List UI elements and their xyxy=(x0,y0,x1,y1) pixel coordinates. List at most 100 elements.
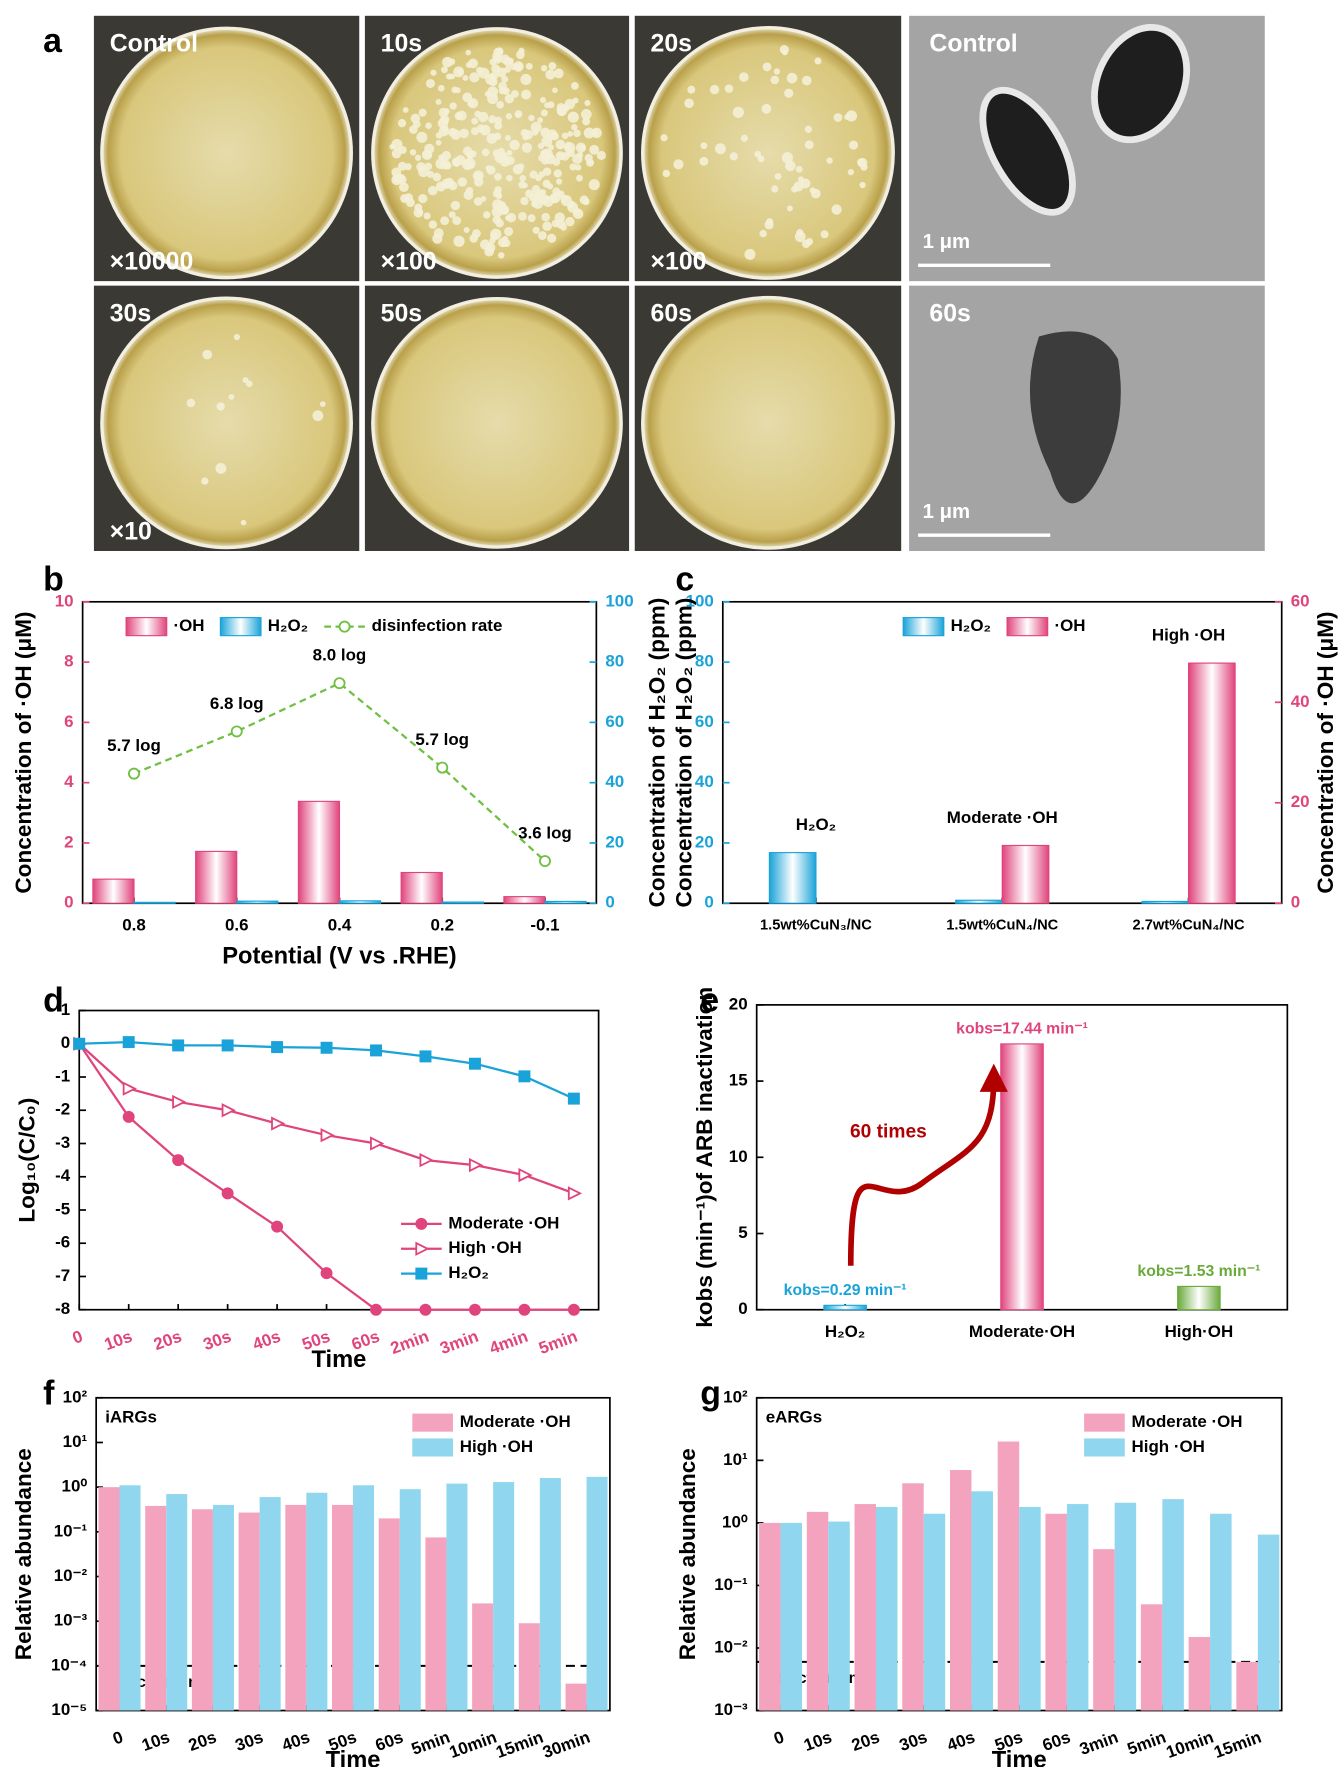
colony xyxy=(409,125,418,134)
x-tick-label: 40s xyxy=(250,1327,283,1355)
legend-swatch xyxy=(219,617,262,637)
panel-label: b xyxy=(43,560,64,598)
x-axis-label: Time xyxy=(326,1748,381,1767)
point xyxy=(221,1187,234,1200)
colony xyxy=(468,58,479,69)
y-tick-label: 2 xyxy=(64,832,73,851)
colony xyxy=(504,157,511,165)
x-tick-label: 10s xyxy=(102,1327,135,1355)
bar xyxy=(1188,1636,1211,1711)
plate-time: Control xyxy=(110,31,198,58)
x-tick-label: 0 xyxy=(70,1327,85,1348)
y-tick-label: 0 xyxy=(64,893,73,912)
bar xyxy=(306,1492,328,1711)
colony xyxy=(463,227,470,234)
colony xyxy=(448,211,456,219)
point xyxy=(271,1116,286,1131)
point xyxy=(172,1039,185,1052)
y-tick-label: 10¹ xyxy=(723,1450,748,1469)
bar xyxy=(565,1683,587,1711)
x-tick-label: 30s xyxy=(201,1327,234,1355)
point xyxy=(320,1041,333,1054)
colony xyxy=(504,66,511,73)
colony xyxy=(565,141,572,148)
colony xyxy=(785,160,796,172)
x-tick-label: High·OH xyxy=(1165,1322,1234,1341)
colony xyxy=(714,143,726,155)
colony xyxy=(451,86,459,94)
colony xyxy=(465,49,472,56)
petri-dish xyxy=(641,295,895,550)
colony xyxy=(494,116,502,125)
legend-label: ·OH xyxy=(174,616,205,635)
colony xyxy=(687,85,696,94)
y-axis-label: Relative abundance xyxy=(675,1448,700,1660)
colony xyxy=(845,110,858,122)
plate-time: 20s xyxy=(651,31,692,58)
bar xyxy=(425,1537,447,1711)
colony xyxy=(449,102,457,110)
y-tick-label: 10⁻³ xyxy=(54,1611,88,1630)
y-tick-label: 60 xyxy=(695,712,714,731)
bar xyxy=(949,1470,972,1711)
colony xyxy=(414,154,422,161)
bar xyxy=(133,901,176,904)
bar xyxy=(544,900,587,904)
x-tick-label: 20s xyxy=(186,1727,219,1755)
bar xyxy=(780,1522,803,1711)
colony xyxy=(483,211,491,219)
colony xyxy=(465,187,474,195)
y-tick-label: 10⁻⁴ xyxy=(51,1655,87,1674)
colony xyxy=(804,140,814,150)
petri-dish xyxy=(371,296,623,549)
point xyxy=(468,1057,481,1070)
y-tick-label: -5 xyxy=(55,1199,70,1218)
colony xyxy=(781,49,788,56)
bar xyxy=(441,901,484,904)
colony xyxy=(427,185,438,196)
y-tick-label: -2 xyxy=(55,1100,70,1119)
y-tick-label: 40 xyxy=(695,772,714,791)
value-label: kobs=0.29 min⁻¹ xyxy=(784,1282,907,1299)
x-tick-label: 0.8 xyxy=(122,915,146,934)
annotation: High ·OH xyxy=(1152,625,1225,644)
bar xyxy=(238,1512,260,1711)
colony xyxy=(572,153,583,164)
bar xyxy=(955,899,1003,904)
colony xyxy=(493,47,503,58)
x-tick-label: 20s xyxy=(849,1727,882,1755)
y-tick-label: 10² xyxy=(63,1387,88,1406)
colony xyxy=(744,248,756,260)
colony xyxy=(438,154,445,161)
x-tick-label: 15min xyxy=(493,1727,545,1762)
colony xyxy=(491,206,503,218)
colony xyxy=(774,173,782,180)
colony xyxy=(535,189,544,198)
colony xyxy=(240,519,247,526)
colony xyxy=(477,111,489,123)
colony xyxy=(435,98,442,105)
colony xyxy=(453,66,465,78)
colony xyxy=(518,181,526,189)
colony xyxy=(567,130,574,137)
x-tick-label: 1.5wt%CuN₄/NC xyxy=(946,918,1058,934)
y-axis-label: Concentration of H₂O₂ (ppm) xyxy=(672,598,697,908)
y-tick-label: 10⁰ xyxy=(722,1512,748,1531)
point xyxy=(271,1041,284,1054)
bar xyxy=(332,1504,354,1711)
colony xyxy=(480,196,487,202)
bar xyxy=(191,1509,213,1711)
colony xyxy=(443,108,450,115)
point xyxy=(436,761,449,774)
colony xyxy=(450,129,461,140)
colony xyxy=(587,159,594,165)
colony xyxy=(512,164,524,175)
arrow xyxy=(847,1063,1008,1266)
colony xyxy=(565,216,575,227)
colony xyxy=(801,75,812,86)
panel-label: g xyxy=(700,1374,721,1412)
legend-label: H₂O₂ xyxy=(448,1263,488,1282)
x-tick-label: 0 xyxy=(771,1727,786,1748)
colony xyxy=(472,172,481,181)
